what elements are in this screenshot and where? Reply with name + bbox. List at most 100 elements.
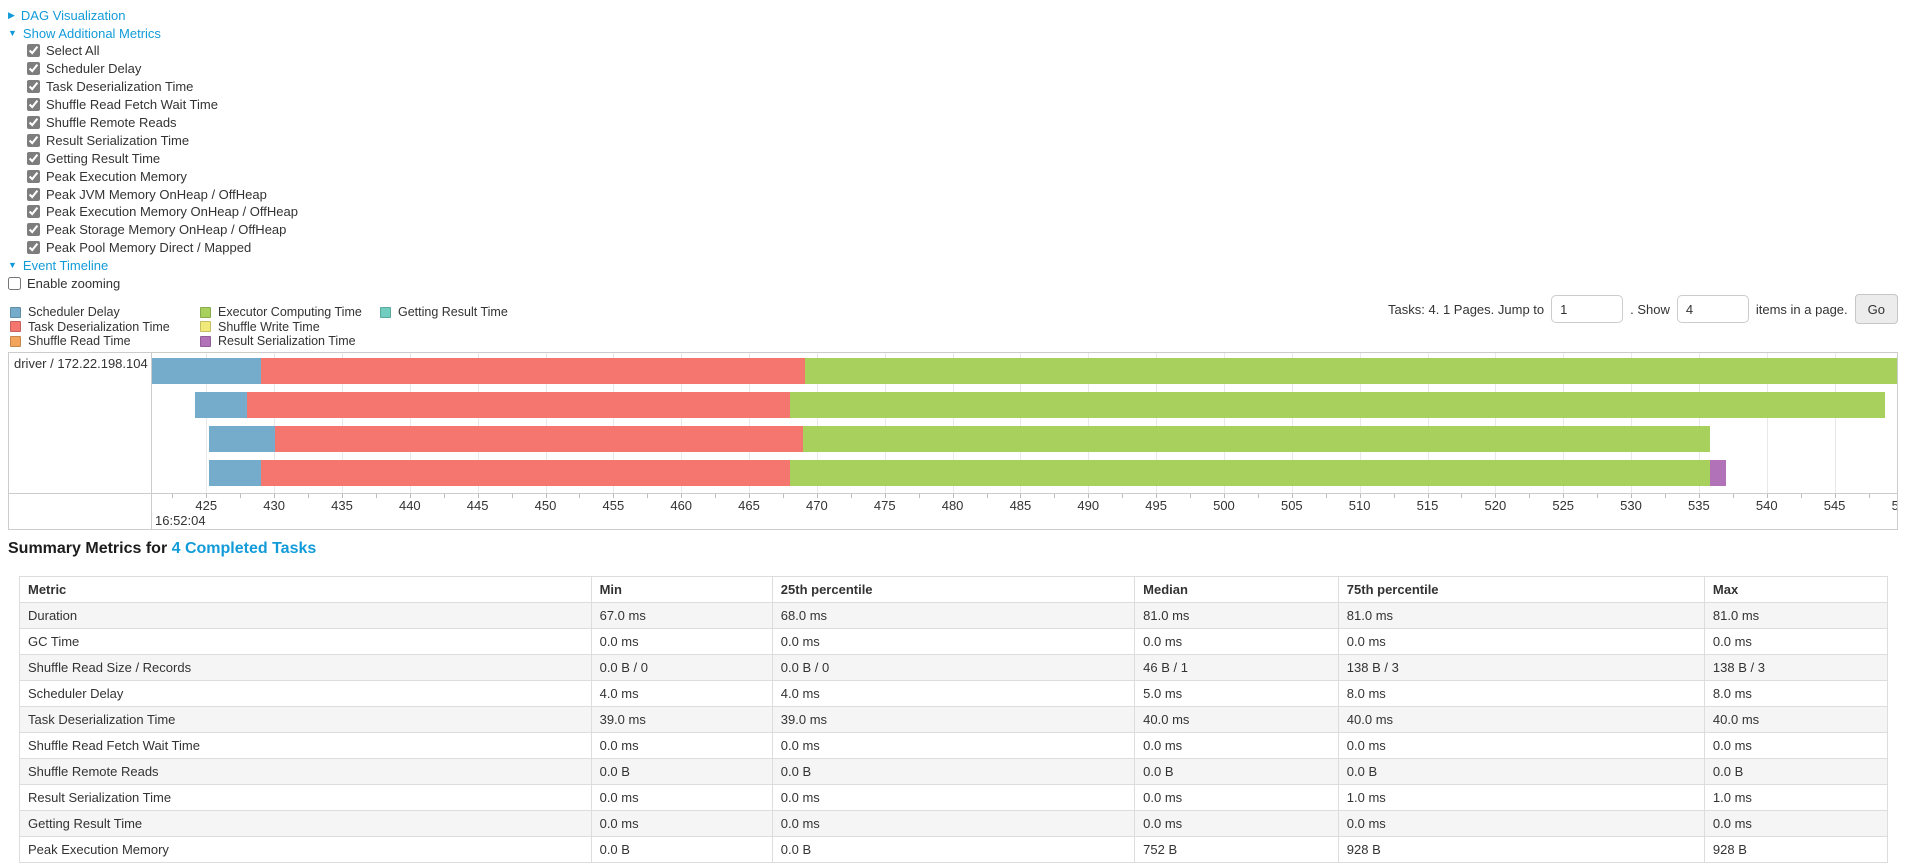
- executor-computing-swatch-icon: [200, 306, 211, 318]
- event-timeline-toggle[interactable]: ▼ Event Timeline: [8, 257, 298, 275]
- metric-checkbox[interactable]: [27, 62, 40, 76]
- task-bar-row: [152, 392, 1897, 418]
- metric-value-cell: 0.0 B: [590, 758, 773, 785]
- axis-minor-tick: [1122, 494, 1124, 498]
- metric-value-cell: 81.0 ms: [1337, 602, 1705, 629]
- completed-tasks-link[interactable]: 4 Completed Tasks: [171, 540, 317, 557]
- axis-major-tick: [341, 494, 343, 498]
- metric-value-cell: 752 B: [1134, 836, 1339, 863]
- task-segment-task-deserialization[interactable]: [260, 460, 790, 486]
- axis-tick-label: 525: [1552, 498, 1575, 513]
- axis-major-tick: [681, 494, 683, 498]
- task-segment-task-deserialization[interactable]: [260, 358, 805, 384]
- metric-checkbox-row: Result Serialization Time: [27, 131, 298, 149]
- metric-value-cell: 138 B / 3: [1703, 654, 1889, 681]
- pagination-show-text: . Show: [1630, 301, 1670, 317]
- metric-checkbox[interactable]: [27, 133, 40, 147]
- timeline-gridline: [1291, 353, 1293, 493]
- metric-value-cell: 81.0 ms: [1134, 602, 1339, 629]
- timeline-gridline: [952, 353, 954, 493]
- legend-label: Shuffle Write Time: [218, 319, 320, 334]
- metric-value-cell: 1.0 ms: [1703, 784, 1889, 811]
- table-header-cell: Median: [1134, 576, 1339, 603]
- legend-label: Getting Result Time: [398, 305, 508, 320]
- metric-checkbox-row: Peak Execution Memory OnHeap / OffHeap: [27, 203, 298, 221]
- metric-checkbox-row: Scheduler Delay: [27, 60, 298, 78]
- task-segment-scheduler-delay[interactable]: [208, 460, 261, 486]
- axis-minor-tick: [1732, 494, 1734, 498]
- table-row: GC Time 0.0 ms 0.0 ms 0.0 ms 0.0 ms 0.0 ms: [19, 628, 1889, 655]
- axis-minor-tick: [1597, 494, 1599, 498]
- metric-checkbox[interactable]: [27, 223, 40, 237]
- axis-minor-tick: [1257, 494, 1259, 498]
- table-row: Result Serialization Time 0.0 ms 0.0 ms 0.0…: [19, 784, 1889, 811]
- task-segment-executor-computing[interactable]: [789, 392, 1885, 418]
- metric-checkbox[interactable]: [27, 241, 40, 255]
- metric-value-cell: 0.0 ms: [1337, 810, 1705, 837]
- metric-checkbox-label: Peak Execution Memory: [46, 168, 187, 184]
- metric-value-cell: 0.0 ms: [771, 784, 1136, 811]
- metric-checkbox[interactable]: [27, 187, 40, 201]
- metric-value-cell: 8.0 ms: [1703, 680, 1889, 707]
- task-segment-executor-computing[interactable]: [804, 358, 1897, 384]
- axis-major-tick: [206, 494, 208, 498]
- metric-checkbox[interactable]: [27, 151, 40, 165]
- axis-major-tick: [952, 494, 954, 498]
- dag-visualization-toggle[interactable]: ▶ DAG Visualization: [8, 6, 298, 24]
- axis-minor-tick: [1393, 494, 1395, 498]
- show-additional-metrics-toggle[interactable]: ▼ Show Additional Metrics: [8, 24, 298, 42]
- axis-minor-tick: [1325, 494, 1327, 498]
- metric-checkbox[interactable]: [27, 116, 40, 129]
- metric-value-cell: 0.0 ms: [590, 784, 773, 811]
- axis-major-tick: [409, 494, 411, 498]
- table-row: Peak Execution Memory 0.0 B 0.0 B 752 B 928 …: [19, 836, 1889, 863]
- metric-value-cell: 0.0 ms: [590, 810, 773, 837]
- metric-value-cell: 0.0 ms: [1703, 628, 1889, 655]
- metric-checkbox[interactable]: [27, 44, 40, 58]
- table-row: Duration 67.0 ms 68.0 ms 81.0 ms 81.0 ms 81.0…: [19, 602, 1889, 629]
- timeline-gridline: [1359, 353, 1361, 493]
- items-per-page-input[interactable]: [1676, 295, 1749, 323]
- metric-checkbox-label: Shuffle Read Fetch Wait Time: [46, 97, 218, 113]
- task-segment-task-deserialization[interactable]: [246, 392, 790, 418]
- timeline-gridline: [613, 353, 615, 493]
- legend-label: Result Serialization Time: [218, 334, 356, 349]
- jump-to-page-input[interactable]: [1551, 295, 1624, 323]
- timeline-gridline: [1223, 353, 1225, 493]
- legend-column: Executor Computing Time Shuffle Write Tim…: [200, 305, 380, 349]
- task-segment-executor-computing[interactable]: [803, 426, 1710, 452]
- metric-value-cell: 0.0 ms: [771, 810, 1136, 837]
- legend-item: Shuffle Read Time: [10, 334, 200, 349]
- table-header-row: Metric Min 25th percentile Median 75th perce…: [19, 576, 1889, 603]
- timeline-gridline: [274, 353, 276, 493]
- axis-tick-label: 455: [602, 498, 625, 513]
- table-header-cell: 75th percentile: [1337, 576, 1705, 603]
- go-button[interactable]: Go: [1854, 294, 1898, 324]
- task-segment-scheduler-delay[interactable]: [195, 392, 247, 418]
- task-segment-result-serialization[interactable]: [1709, 460, 1727, 486]
- task-segment-task-deserialization[interactable]: [275, 426, 804, 452]
- metric-checkbox[interactable]: [27, 98, 40, 112]
- axis-minor-tick: [986, 494, 988, 498]
- task-segment-scheduler-delay[interactable]: [152, 358, 261, 384]
- timeline-gridline: [1631, 353, 1633, 493]
- metric-checkbox[interactable]: [27, 80, 40, 94]
- axis-minor-tick: [782, 494, 784, 498]
- metric-value-cell: 68.0 ms: [771, 602, 1136, 629]
- timeline-gridline: [1088, 353, 1090, 493]
- timeline-gridline: [1427, 353, 1429, 493]
- task-segment-executor-computing[interactable]: [789, 460, 1710, 486]
- task-segment-scheduler-delay[interactable]: [208, 426, 276, 452]
- enable-zooming-checkbox[interactable]: [8, 277, 21, 291]
- table-header-cell: 25th percentile: [771, 576, 1136, 603]
- timeline-gridline: [477, 353, 479, 493]
- metric-checkbox[interactable]: [27, 169, 40, 183]
- metric-checkbox-label: Result Serialization Time: [46, 132, 190, 148]
- show-additional-metrics-label: Show Additional Metrics: [22, 25, 161, 41]
- shuffle-read-swatch-icon: [10, 335, 21, 347]
- metric-checkbox[interactable]: [27, 205, 40, 219]
- table-row: Shuffle Read Fetch Wait Time 0.0 ms 0.0 ms…: [19, 732, 1889, 759]
- legend-item: Shuffle Write Time: [200, 320, 380, 335]
- legend-item: Scheduler Delay: [10, 305, 200, 320]
- metric-value-cell: 67.0 ms: [590, 602, 773, 629]
